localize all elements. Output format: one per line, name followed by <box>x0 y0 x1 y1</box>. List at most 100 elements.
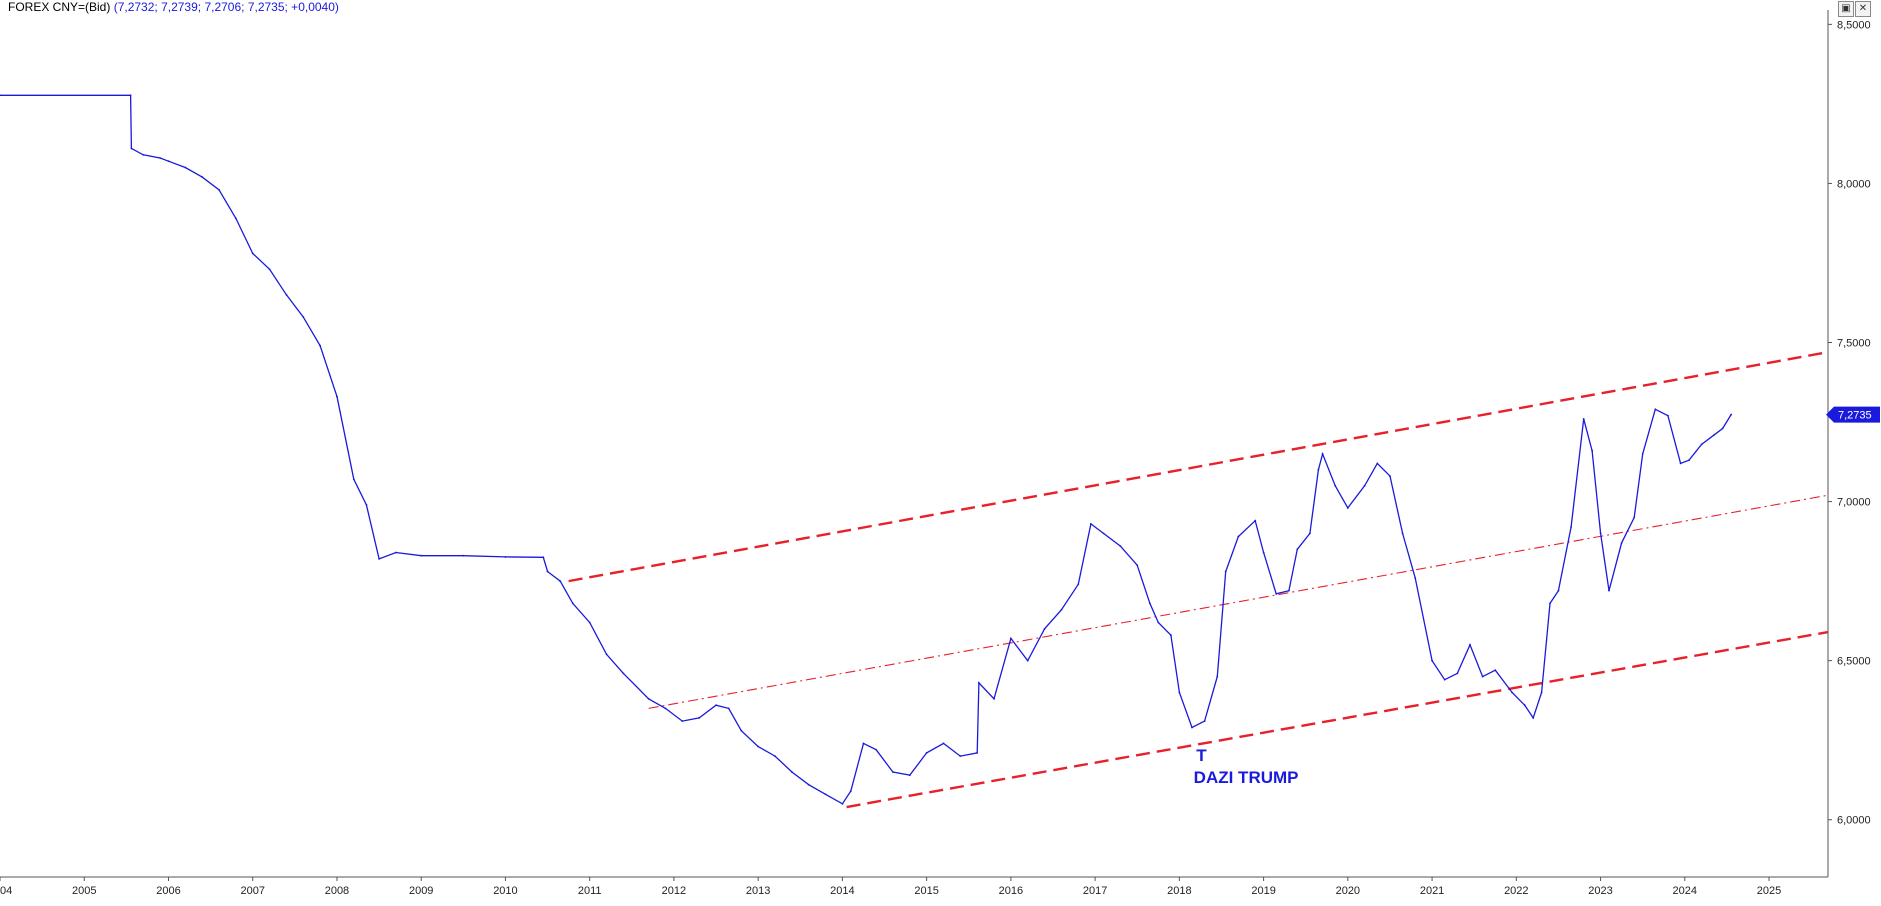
trendline-1 <box>568 350 1829 583</box>
price-point <box>1321 452 1324 455</box>
price-point <box>571 602 574 605</box>
price-point <box>395 551 397 554</box>
price-point <box>1148 602 1151 605</box>
price-point <box>1679 462 1682 465</box>
price-point <box>605 653 608 656</box>
price-point <box>1224 570 1227 573</box>
x-tick-label: 2017 <box>1083 885 1107 897</box>
price-point <box>462 554 465 557</box>
window-maximize-icon[interactable]: ▣ <box>1838 1 1854 17</box>
price-point <box>1540 691 1543 694</box>
price-point <box>1376 462 1379 465</box>
price-point <box>1654 408 1657 411</box>
x-tick-label: 2025 <box>1757 885 1781 897</box>
price-point <box>1713 433 1716 436</box>
x-tick-label: 2006 <box>156 885 180 897</box>
x-tick-label: 2012 <box>662 885 686 897</box>
price-point <box>1275 592 1278 595</box>
price-point <box>1043 627 1046 630</box>
price-point <box>1481 675 1484 678</box>
x-tick-label: 2023 <box>1588 885 1612 897</box>
x-tick-label: 2016 <box>999 885 1023 897</box>
price-point <box>218 188 220 191</box>
price-point <box>1667 414 1669 417</box>
price-point <box>727 707 730 710</box>
price-point <box>1090 522 1092 525</box>
x-tick-label: 2019 <box>1251 885 1275 897</box>
price-point <box>1431 659 1433 662</box>
x-tick-label: 2004 <box>0 885 12 897</box>
window-controls: ▣ ✕ <box>1838 1 1871 17</box>
price-point <box>201 176 204 178</box>
y-tick-label: 7,0000 <box>1837 497 1871 509</box>
price-point <box>849 790 852 792</box>
price-point <box>1009 637 1012 640</box>
x-tick-label: 2024 <box>1673 885 1697 897</box>
x-tick-label: 2009 <box>409 885 433 897</box>
x-tick-label: 2007 <box>240 885 264 897</box>
price-point <box>1254 519 1257 522</box>
price-point <box>1346 507 1349 509</box>
x-tick-label: 2008 <box>325 885 349 897</box>
price-point <box>504 556 507 558</box>
y-tick-label: 6,0000 <box>1837 815 1871 827</box>
price-point <box>251 252 254 255</box>
price-point <box>824 793 827 796</box>
price-point <box>976 752 979 754</box>
trendline-2 <box>846 630 1829 809</box>
price-series <box>0 94 1733 805</box>
price-line <box>0 94 1732 805</box>
price-point <box>1469 643 1471 646</box>
price-point <box>336 395 338 398</box>
price-point <box>1077 583 1080 586</box>
price-point <box>420 554 423 557</box>
price-point <box>1102 532 1105 535</box>
price-point <box>841 802 844 805</box>
annotation-1: T <box>1196 746 1207 765</box>
price-point <box>542 556 545 559</box>
price-point <box>365 503 368 506</box>
price-point <box>352 478 355 481</box>
price-point <box>1549 602 1551 605</box>
price-point <box>1620 542 1623 544</box>
price-point <box>1532 717 1535 719</box>
price-point <box>959 755 962 758</box>
price-point <box>862 742 865 745</box>
price-point <box>647 697 650 700</box>
price-point <box>1688 459 1690 462</box>
x-tick-label: 2014 <box>830 885 854 897</box>
price-point <box>908 774 911 777</box>
price-point <box>664 707 667 710</box>
price-point <box>1599 532 1602 535</box>
price-point <box>622 672 625 675</box>
trendline-3 <box>648 494 1829 709</box>
price-point <box>184 166 187 169</box>
price-point <box>1237 535 1240 538</box>
price-point <box>1119 545 1122 548</box>
chart-header: FOREX CNY=(Bid) (7,2732; 7,2739; 7,2706;… <box>8 0 339 14</box>
price-point <box>1296 548 1299 551</box>
price-point <box>1414 577 1417 579</box>
close-icon[interactable]: ✕ <box>1855 1 1871 17</box>
price-point <box>167 160 170 163</box>
y-tick-label: 7,5000 <box>1837 338 1871 350</box>
price-point <box>1591 449 1594 452</box>
x-tick-label: 2015 <box>914 885 938 897</box>
price-point <box>559 580 562 583</box>
price-point <box>1203 720 1206 723</box>
price-point <box>698 717 701 719</box>
price-point <box>774 755 776 758</box>
price-point <box>993 697 995 700</box>
price-point <box>142 153 145 156</box>
price-point <box>285 293 288 296</box>
price-point <box>1334 484 1337 487</box>
annotations: T DAZI TRUMP <box>1194 746 1299 787</box>
price-point <box>378 557 380 560</box>
price-point <box>1494 669 1497 672</box>
price-point <box>1456 672 1459 675</box>
price-point <box>1060 608 1063 611</box>
x-tick-label: 2010 <box>493 885 517 897</box>
x-tick-label: 2011 <box>578 885 602 897</box>
price-point <box>1443 678 1446 681</box>
